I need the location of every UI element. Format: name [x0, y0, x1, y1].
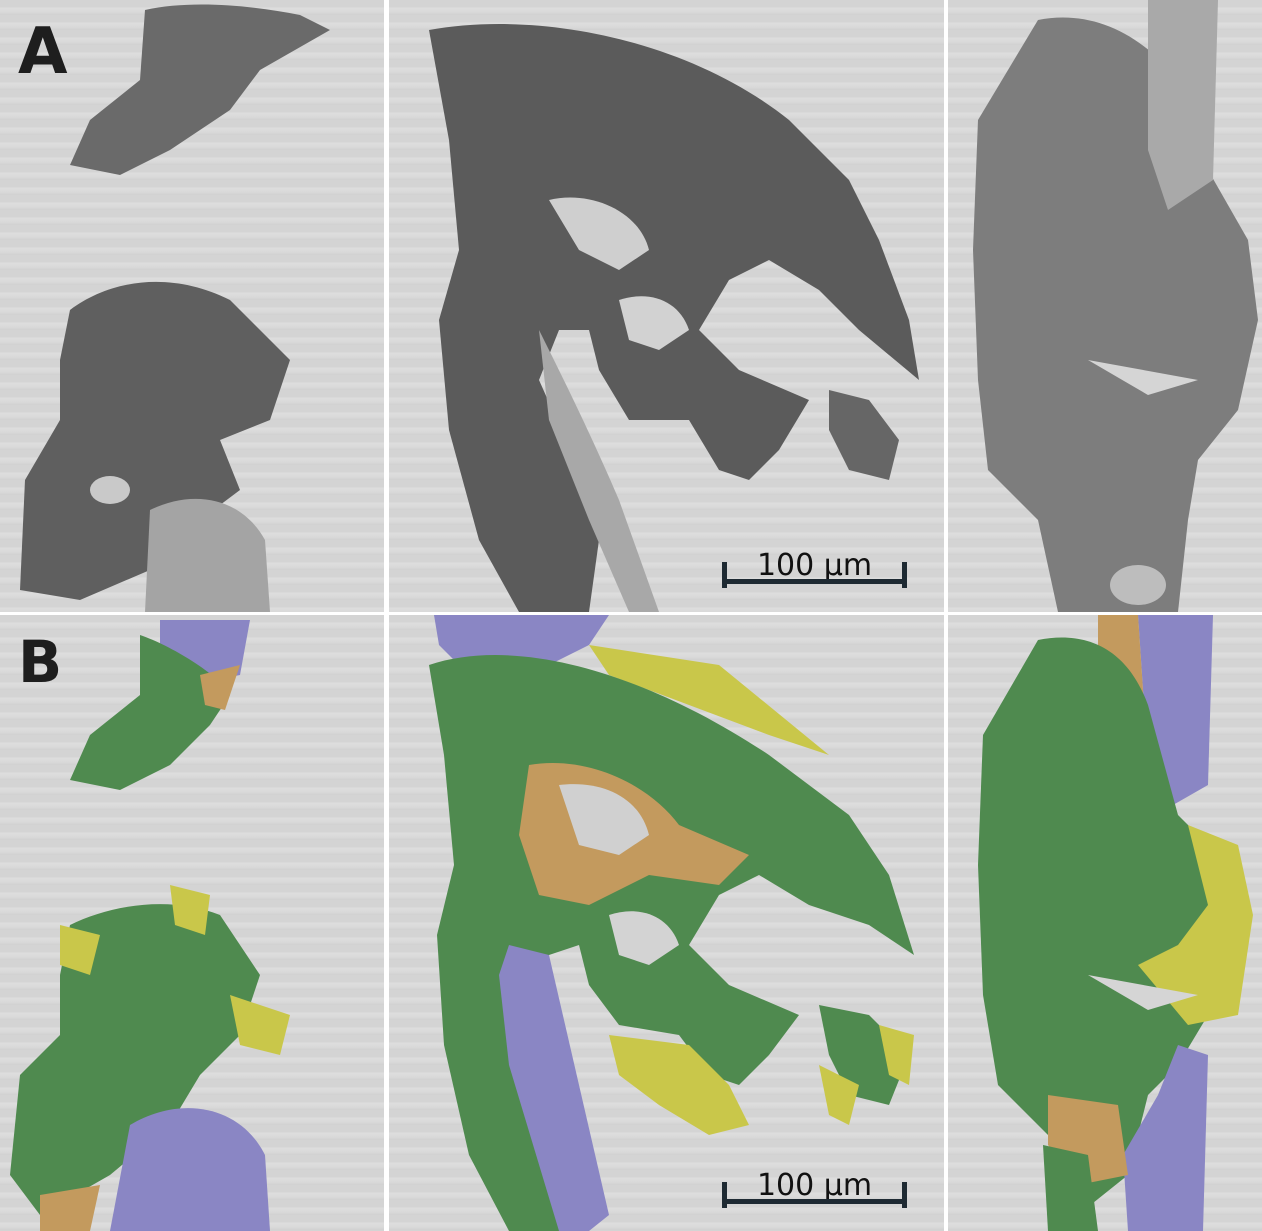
scale-bar-tick-right-b — [902, 1182, 907, 1208]
micrograph-b-left — [0, 615, 384, 1231]
micrograph-a-right — [948, 0, 1262, 612]
scale-bar-a: 100 µm — [722, 548, 907, 588]
scale-bar-label-a: 100 µm — [756, 548, 873, 583]
scale-bar-tick-left-a — [722, 562, 727, 588]
panel-label-a: A — [18, 15, 68, 89]
micrograph-b-right — [948, 615, 1262, 1231]
micrograph-b-center — [389, 615, 944, 1231]
tissue-shapes-a-center — [429, 24, 919, 612]
micrograph-a-left — [0, 0, 384, 612]
micrograph-a-center — [389, 0, 944, 612]
panel-b: B 100 µm — [0, 615, 1262, 1231]
scale-bar-line-a — [722, 579, 907, 584]
scale-bar-tick-right-a — [902, 562, 907, 588]
panel-a: A 100 µm — [0, 0, 1262, 612]
scale-bar-b: 100 µm — [722, 1168, 907, 1208]
scale-bar-line-b — [722, 1199, 907, 1204]
tissue-shapes-a-left — [20, 4, 330, 612]
tissue-overlay-b-right — [978, 615, 1253, 1231]
tissue-overlay-b-center — [429, 615, 914, 1231]
scale-bar-tick-left-b — [722, 1182, 727, 1208]
tissue-overlay-b-left — [10, 620, 290, 1231]
panel-label-b: B — [18, 628, 63, 696]
tissue-shapes-a-right — [973, 0, 1258, 612]
scale-bar-label-b: 100 µm — [756, 1168, 873, 1203]
